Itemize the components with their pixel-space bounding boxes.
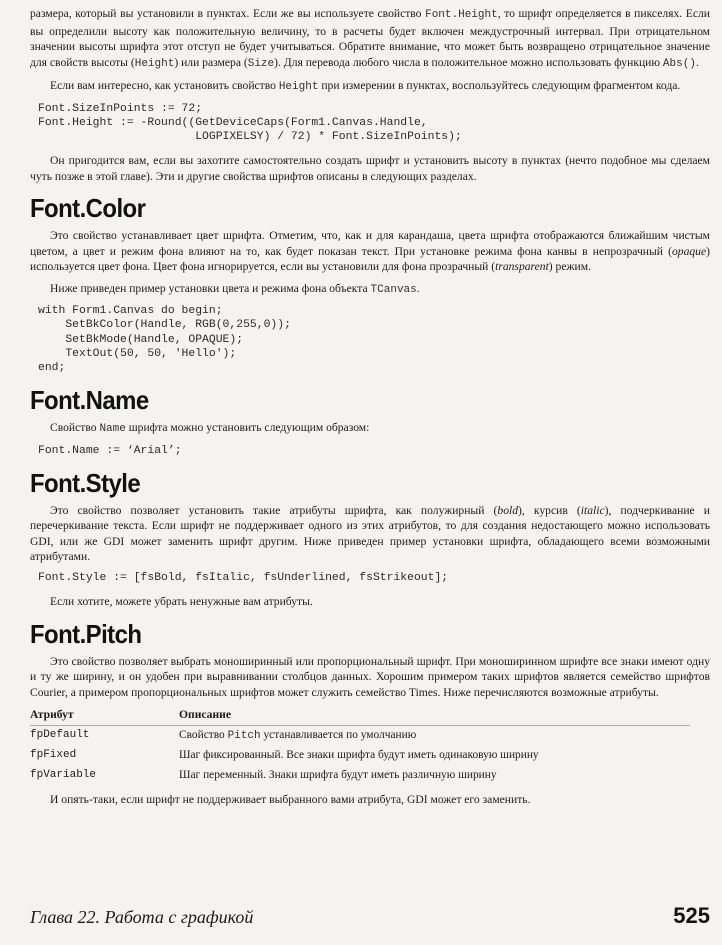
text: ), подчеркивание и перечеркивание текста…: [30, 503, 710, 564]
emphasis: opaque: [671, 244, 707, 258]
table-row: fpVariable Шаг переменный. Знаки шрифта …: [30, 766, 690, 786]
code-block-style: Font.Style := [fsBold, fsItalic, fsUnder…: [38, 571, 449, 584]
text: , то шрифт определяется в пикселях. Если…: [30, 7, 710, 69]
inline-code: Abs(): [662, 57, 696, 70]
text: ), курсив (: [518, 503, 581, 517]
text: .: [416, 281, 420, 295]
text: ) или размера (: [174, 55, 248, 69]
text: шрифта можно установить следующим образо…: [125, 421, 370, 435]
text: Шаг переменный. Знаки шрифта будут иметь…: [179, 769, 497, 782]
inline-code: Size: [247, 57, 275, 70]
column-header-attribute: Атрибут: [30, 706, 179, 727]
pitch-attributes-table: Атрибут Описание fpDefault Свойство Pitc…: [30, 706, 690, 786]
intro-paragraph-2: Если вам интересно, как установить свойс…: [30, 78, 710, 96]
inline-code: Font.Height: [425, 9, 498, 21]
emphasis: transparent: [495, 260, 549, 274]
intro-paragraph-3: Он пригодится вам, если вы захотите само…: [30, 154, 710, 183]
text: ). Для перевода любого числа в положител…: [274, 55, 663, 69]
font-pitch-paragraph-1: Это свойство позволяет выбрать моноширин…: [30, 654, 710, 699]
font-style-paragraph-2: Если хотите, можете убрать ненужные вам …: [50, 595, 313, 609]
attribute-cell: fpVariable: [30, 769, 97, 782]
intro-paragraph-1: размера, который вы установили в пунктах…: [30, 6, 710, 72]
inline-code: Height: [134, 57, 175, 70]
chapter-title: Глава 22. Работа с графикой: [30, 907, 254, 927]
text: устанавливается по умолчанию: [260, 729, 417, 742]
table-header-row: Атрибут Описание: [30, 706, 690, 727]
heading-font-name: Font.Name: [30, 385, 149, 416]
inline-code: TCanvas: [370, 283, 417, 296]
table-row: fpFixed Шаг фиксированный. Все знаки шри…: [30, 746, 690, 766]
heading-font-pitch: Font.Pitch: [30, 618, 142, 649]
font-color-paragraph-1: Это свойство устанавливает цвет шрифта. …: [30, 228, 710, 275]
text: ) используется цвет фона. Цвет фона игно…: [30, 244, 710, 274]
font-color-paragraph-2: Ниже приведен пример установки цвета и р…: [30, 281, 710, 299]
inline-code: Name: [99, 423, 126, 436]
text: Свойство: [50, 421, 100, 435]
font-style-paragraph-1: Это свойство позволяет установить такие …: [30, 503, 710, 565]
description-cell: Шаг переменный. Знаки шрифта будут иметь…: [179, 766, 690, 786]
description-cell: Шаг фиксированный. Все знаки шрифта буду…: [179, 746, 690, 766]
code-block-color: with Form1.Canvas do begin; SetBkColor(H…: [38, 305, 291, 374]
inline-code: Pitch: [227, 730, 261, 743]
heading-font-color: Font.Color: [30, 193, 146, 224]
text: Это свойство позволяет установить такие …: [50, 503, 498, 517]
text: размера, который вы установили в пунктах…: [30, 7, 426, 20]
code-block-height: Font.SizeInPoints := 72; Font.Height := …: [38, 102, 462, 143]
heading-font-style: Font.Style: [30, 467, 141, 498]
emphasis: bold: [497, 503, 519, 517]
emphasis: italic: [580, 503, 605, 517]
text: Если вам интересно, как установить свойс…: [50, 79, 279, 92]
text: .: [695, 55, 699, 69]
code-block-name: Font.Name := ‘Arial’;: [38, 444, 182, 457]
font-pitch-paragraph-2: И опять-таки, если шрифт не поддерживает…: [50, 793, 531, 807]
text: ) режим.: [548, 260, 591, 274]
description-cell: Свойство Pitch устанавливается по умолча…: [179, 726, 690, 747]
column-header-description: Описание: [179, 706, 690, 727]
text: при измерении в пунктах, воспользуйтесь …: [318, 79, 681, 92]
page-footer: Глава 22. Работа с графикой 525: [30, 903, 710, 933]
font-name-paragraph: Свойство Name шрифта можно установить сл…: [30, 420, 710, 438]
inline-code: Height: [278, 81, 319, 93]
text: Шаг фиксированный. Все знаки шрифта буду…: [179, 749, 539, 762]
text: Это свойство устанавливает цвет шрифта. …: [30, 229, 710, 258]
attribute-cell: fpFixed: [30, 749, 77, 762]
text: Ниже приведен пример установки цвета и р…: [50, 281, 371, 295]
page-content: размера, который вы установили в пунктах…: [30, 6, 710, 814]
text: Свойство: [179, 729, 228, 742]
table-row: fpDefault Свойство Pitch устанавливается…: [30, 726, 690, 747]
page-number: 525: [673, 903, 710, 928]
attribute-cell: fpDefault: [30, 729, 90, 742]
